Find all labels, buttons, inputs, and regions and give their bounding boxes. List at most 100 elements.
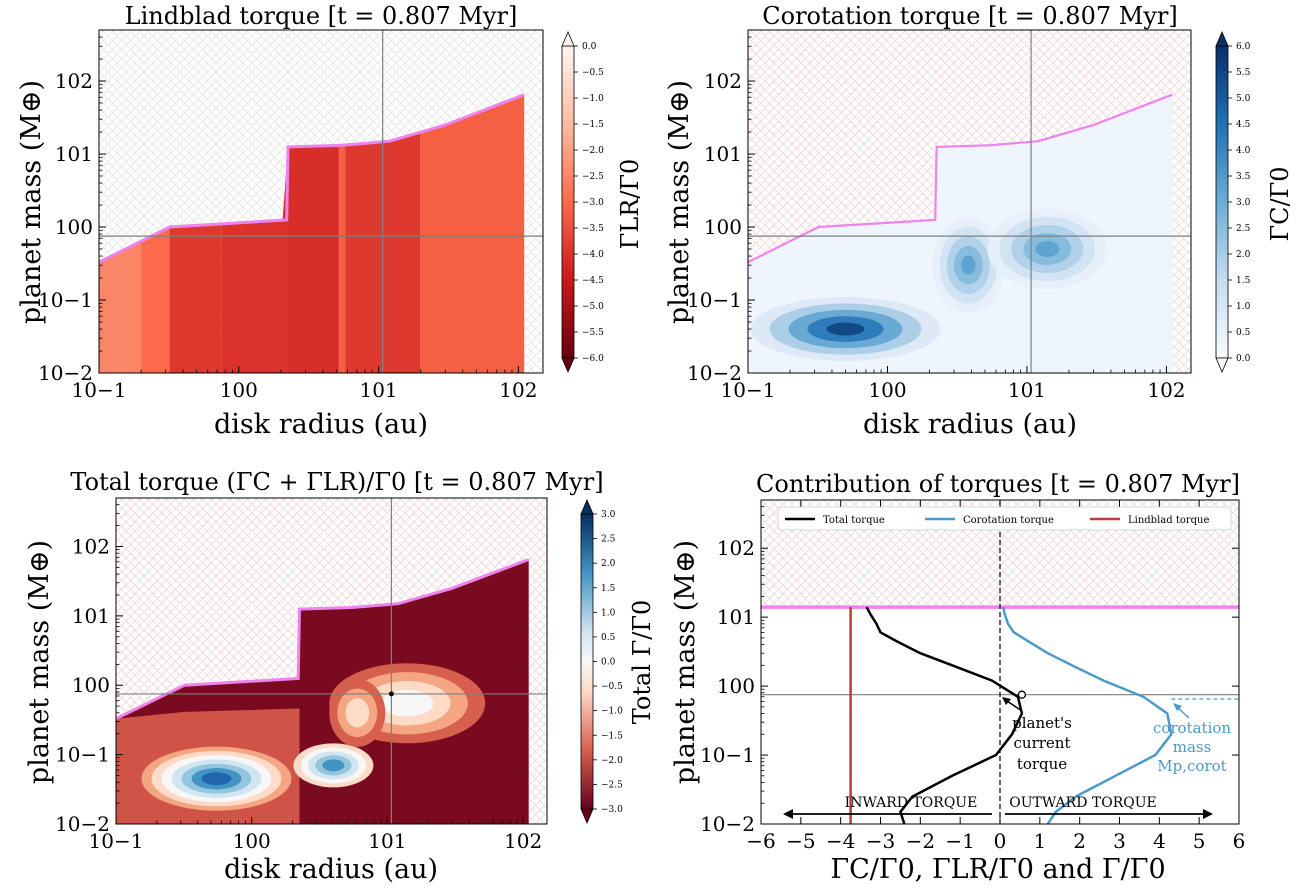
x-tick-label: −3 — [866, 829, 895, 853]
annotation-line: current — [1014, 734, 1071, 752]
corotation-contour — [961, 255, 976, 275]
colorbar-tick-label: 3.5 — [1236, 172, 1251, 182]
total-torque-contour — [201, 772, 232, 786]
colorbar-tick-label: 2.5 — [601, 535, 616, 545]
mass-limit-curve — [99, 93, 525, 264]
torque-band — [221, 146, 288, 373]
x-tick-label: 100 — [233, 829, 271, 853]
reference-lines — [99, 30, 543, 373]
x-axis-label: disk radius (au) — [214, 409, 428, 440]
torque-band — [141, 227, 170, 373]
panel-lindblad: Lindblad torque [t = 0.807 Myr] 10−1 100 1… — [16, 2, 644, 440]
annotation-line: planet's — [1012, 714, 1072, 732]
annotation-corotation-mass: corotation mass Mp,corot — [1153, 703, 1231, 775]
colorbar — [561, 45, 575, 359]
series-line — [1001, 606, 1173, 824]
annotation-current-torque: planet's current torque — [1002, 697, 1072, 773]
colorbar-label: Total Γ/Γ0 — [628, 600, 656, 725]
colorbar-ticks: 6.0 5.5 5.0 4.5 4.0 3.5 3.0 2.5 2.0 1.5 1.0 0.5 0.0 — [1228, 42, 1251, 364]
colorbar-extend-bottom — [561, 357, 575, 374]
x-tick-label: −4 — [826, 829, 855, 853]
y-tick-label: 101 — [717, 605, 755, 629]
panel-corotation: Corotation torque [t = 0.807 Myr] 10−1 10… — [664, 2, 1294, 440]
colorbar-extend-bottom — [1215, 357, 1229, 374]
corotation-contour — [826, 322, 865, 336]
y-tick-label: 102 — [717, 536, 755, 560]
colorbar-extend-top — [561, 30, 575, 47]
x-tick-label: 10−1 — [72, 378, 127, 402]
y-tick-label: 101 — [704, 142, 742, 166]
x-tick-label: 10−1 — [89, 829, 144, 853]
chart-title: Corotation torque [t = 0.807 Myr] — [762, 2, 1177, 30]
y-tick-label: 10−1 — [687, 288, 742, 312]
y-tick-label: 10−1 — [700, 743, 755, 767]
x-tick-label: 3 — [1113, 829, 1126, 853]
x-tick-label: 102 — [504, 829, 542, 853]
colorbar-tick-label: −0.5 — [601, 682, 623, 692]
colorbar-tick-label: 5.0 — [1236, 94, 1251, 104]
x-tick-label: −1 — [945, 829, 974, 853]
legend-label-corotation: Corotation torque — [963, 515, 1054, 526]
torque-contours — [141, 663, 486, 811]
legend-frame — [777, 506, 1232, 531]
series-line — [865, 606, 1024, 824]
colorbar-tick-label: 0.0 — [1236, 354, 1251, 364]
colorbar-extend-bottom — [580, 808, 594, 825]
total-torque-contour — [381, 689, 434, 717]
chart-title: Contribution of torques [t = 0.807 Myr] — [756, 470, 1240, 498]
x-tick-label: 2 — [1073, 829, 1086, 853]
torque-curves — [761, 500, 1239, 824]
reference-lines — [748, 30, 1191, 373]
colorbar-tick-label: 0.0 — [582, 42, 597, 52]
y-axis-label: planet mass (M⊕) — [670, 540, 701, 784]
reference-lines — [116, 498, 547, 824]
y-tick-label: 10−2 — [55, 812, 110, 836]
colorbar-tick-label: −0.5 — [582, 68, 604, 78]
mass-limit-curve — [748, 93, 1173, 264]
colorbar — [580, 513, 594, 810]
current-torque-marker — [1017, 690, 1027, 699]
arrow-head — [1173, 703, 1182, 711]
colorbar-tick-label: 3.0 — [1236, 198, 1251, 208]
y-tick-label: 100 — [55, 215, 93, 239]
legend: Total torque Corotation torque Lindblad … — [777, 506, 1232, 531]
legend-label-lindblad: Lindblad torque — [1128, 515, 1209, 526]
colorbar-tick-label: −1.5 — [582, 120, 604, 130]
x-tick-label: 100 — [868, 378, 906, 402]
chart-title: Lindblad torque [t = 0.807 Myr] — [125, 2, 518, 30]
arrow-head — [783, 809, 793, 819]
colorbar-tick-label: 1.0 — [1236, 302, 1251, 312]
colorbar-tick-label: −1.5 — [601, 731, 623, 741]
x-axis-label: ΓC/Γ0, ΓLR/Γ0 and Γ/Γ0 — [830, 854, 1165, 885]
colorbar-tick-label: −2.5 — [582, 172, 604, 182]
y-tick-label: 102 — [55, 69, 93, 93]
x-tick-label: 5 — [1193, 829, 1206, 853]
annotation-line: Mp,corot — [1157, 757, 1226, 775]
y-tick-label: 101 — [72, 604, 110, 628]
colorbar-ticks: 3.0 2.5 2.0 1.5 1.0 0.5 0.0 −0.5 −1.0 −1.5 −2.0 −2.… — [593, 510, 623, 815]
x-tick-label: 1 — [1033, 829, 1046, 853]
colorbar-tick-label: 2.5 — [1236, 224, 1251, 234]
current-planet-marker — [388, 691, 394, 697]
colorbar-extend-top — [580, 498, 594, 515]
corotation-contour — [1035, 240, 1060, 257]
colorbar-tick-label: 1.5 — [1236, 276, 1251, 286]
colorbar-tick-label: 2.0 — [1236, 250, 1251, 260]
y-tick-label: 100 — [72, 673, 110, 697]
direction-labels: INWARD TORQUE OUTWARD TORQUE — [783, 795, 1213, 819]
plot-frame — [98, 29, 544, 374]
total-torque-contour — [322, 759, 345, 772]
x-tick-label: −5 — [786, 829, 815, 853]
y-axis-label: planet mass (M⊕) — [664, 80, 695, 324]
colorbar-tick-label: −2.5 — [601, 780, 623, 790]
colorbar-tick-label: 0.5 — [1236, 328, 1251, 338]
y-tick-label: 102 — [72, 534, 110, 558]
x-tick-label: −6 — [746, 829, 775, 853]
y-tick-label: 10−2 — [687, 361, 742, 385]
y-axis-label: planet mass (M⊕) — [16, 80, 47, 324]
colorbar-tick-label: 5.5 — [1236, 68, 1251, 78]
y-tick-label: 10−2 — [700, 812, 755, 836]
colorbar-tick-label: 2.0 — [601, 559, 616, 569]
